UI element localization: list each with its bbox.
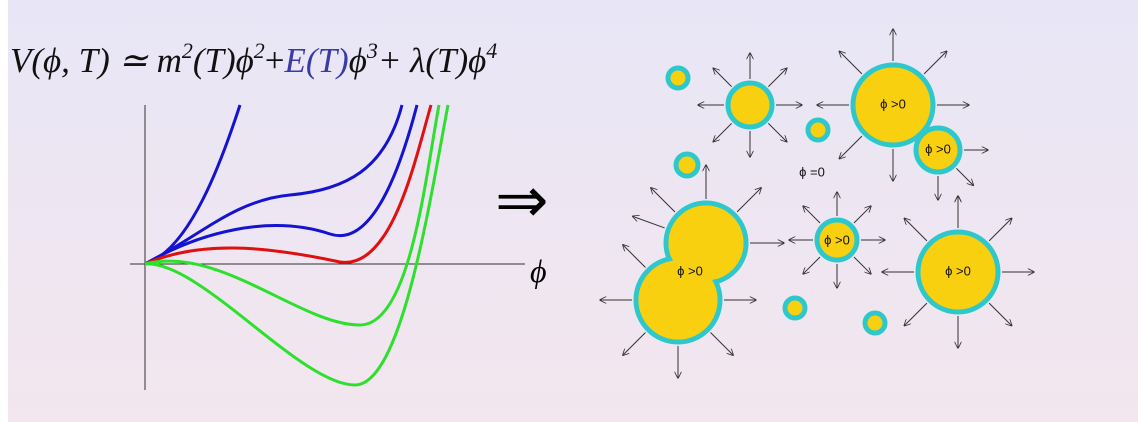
bubble-label: ϕ >0	[945, 263, 971, 278]
bubble-label: ϕ >0	[824, 232, 850, 247]
eq-sup: 2	[182, 38, 193, 63]
left-edge	[0, 0, 8, 422]
axis-label: ϕ	[530, 253, 547, 289]
bubble	[676, 154, 698, 176]
potential-equation: V(ϕ, T) ≃ m2(T)ϕ2+E(T)ϕ3+ λ(T)ϕ4	[10, 38, 497, 80]
eq-part: (T)ϕ	[193, 41, 254, 80]
eq-sup: 2	[254, 38, 265, 63]
outside-label: ϕ =0	[799, 164, 825, 179]
eq-part: V(ϕ, T) ≃ m	[10, 41, 182, 80]
eq-part: +	[265, 41, 285, 80]
bubble-label: ϕ >0	[677, 263, 703, 278]
eq-sup: 3	[366, 38, 378, 63]
bubble	[668, 68, 688, 88]
diagram: V(ϕ, T) ≃ m2(T)ϕ2+E(T)ϕ3+ λ(T)ϕ4 ϕ ⇒ ϕ >…	[0, 0, 1138, 422]
eq-part: ϕ	[349, 41, 367, 80]
bubble	[728, 83, 772, 127]
bubble	[785, 298, 805, 318]
eq-part: + λ(T)ϕ	[378, 41, 486, 80]
implies-arrow: ⇒	[495, 165, 549, 236]
eq-part-highlight: E(T)	[284, 41, 349, 80]
eq-sup: 4	[486, 38, 497, 63]
bubble-label: ϕ >0	[880, 96, 906, 111]
bubble	[865, 313, 885, 333]
bubble	[808, 120, 828, 140]
bubble-label: ϕ >0	[925, 141, 951, 156]
